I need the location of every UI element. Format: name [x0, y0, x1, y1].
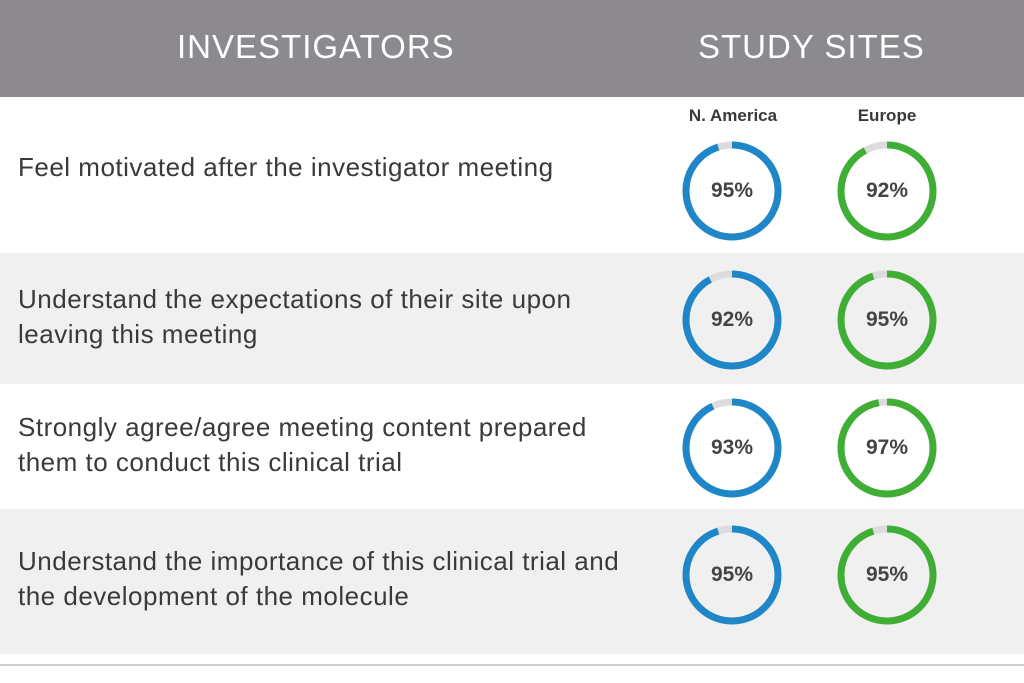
europe-percent-label: 95% — [865, 563, 909, 586]
north-america-column-label: N. America — [688, 106, 778, 125]
north-america-value-arc — [682, 141, 782, 241]
north-america-percent-label: 92% — [710, 308, 754, 331]
europe-value-arc — [837, 398, 937, 498]
europe-ring: 92% — [835, 139, 939, 243]
result-row: Understand the importance of this clinic… — [0, 509, 1024, 654]
europe-percent-label: 95% — [865, 308, 909, 331]
north-america-ring: 93% — [680, 396, 784, 500]
europe-percent-label: 97% — [865, 436, 909, 459]
north-america-percent-label: 95% — [710, 563, 754, 586]
europe-value-arc — [837, 525, 937, 625]
north-america-value-arc — [682, 398, 782, 498]
europe-ring: 95% — [835, 268, 939, 372]
investigators-heading: INVESTIGATORS — [177, 28, 455, 65]
north-america-ring: 92% — [680, 268, 784, 372]
europe-value-arc — [837, 270, 937, 370]
north-america-value-arc — [682, 270, 782, 370]
north-america-value-arc — [682, 525, 782, 625]
europe-value-arc — [837, 141, 937, 241]
row-statement: Strongly agree/agree meeting content pre… — [18, 412, 587, 477]
row-statement: Understand the expectations of their sit… — [18, 284, 572, 349]
europe-ring: 95% — [835, 523, 939, 627]
result-row: Strongly agree/agree meeting content pre… — [0, 384, 1024, 509]
europe-column-label: Europe — [857, 106, 917, 125]
row-statement: Feel motivated after the investigator me… — [18, 152, 554, 182]
europe-ring: 97% — [835, 396, 939, 500]
header-bar: INVESTIGATORS STUDY SITES — [0, 0, 1024, 97]
north-america-ring: 95% — [680, 139, 784, 243]
europe-percent-label: 92% — [865, 179, 909, 202]
bottom-divider — [0, 664, 1024, 666]
north-america-percent-label: 93% — [710, 436, 754, 459]
result-row: Feel motivated after the investigator me… — [0, 97, 1024, 253]
north-america-percent-label: 95% — [710, 179, 754, 202]
study-sites-heading: STUDY SITES — [698, 28, 925, 65]
row-statement: Understand the importance of this clinic… — [18, 546, 620, 611]
north-america-ring: 95% — [680, 523, 784, 627]
result-row: Understand the expectations of their sit… — [0, 253, 1024, 384]
